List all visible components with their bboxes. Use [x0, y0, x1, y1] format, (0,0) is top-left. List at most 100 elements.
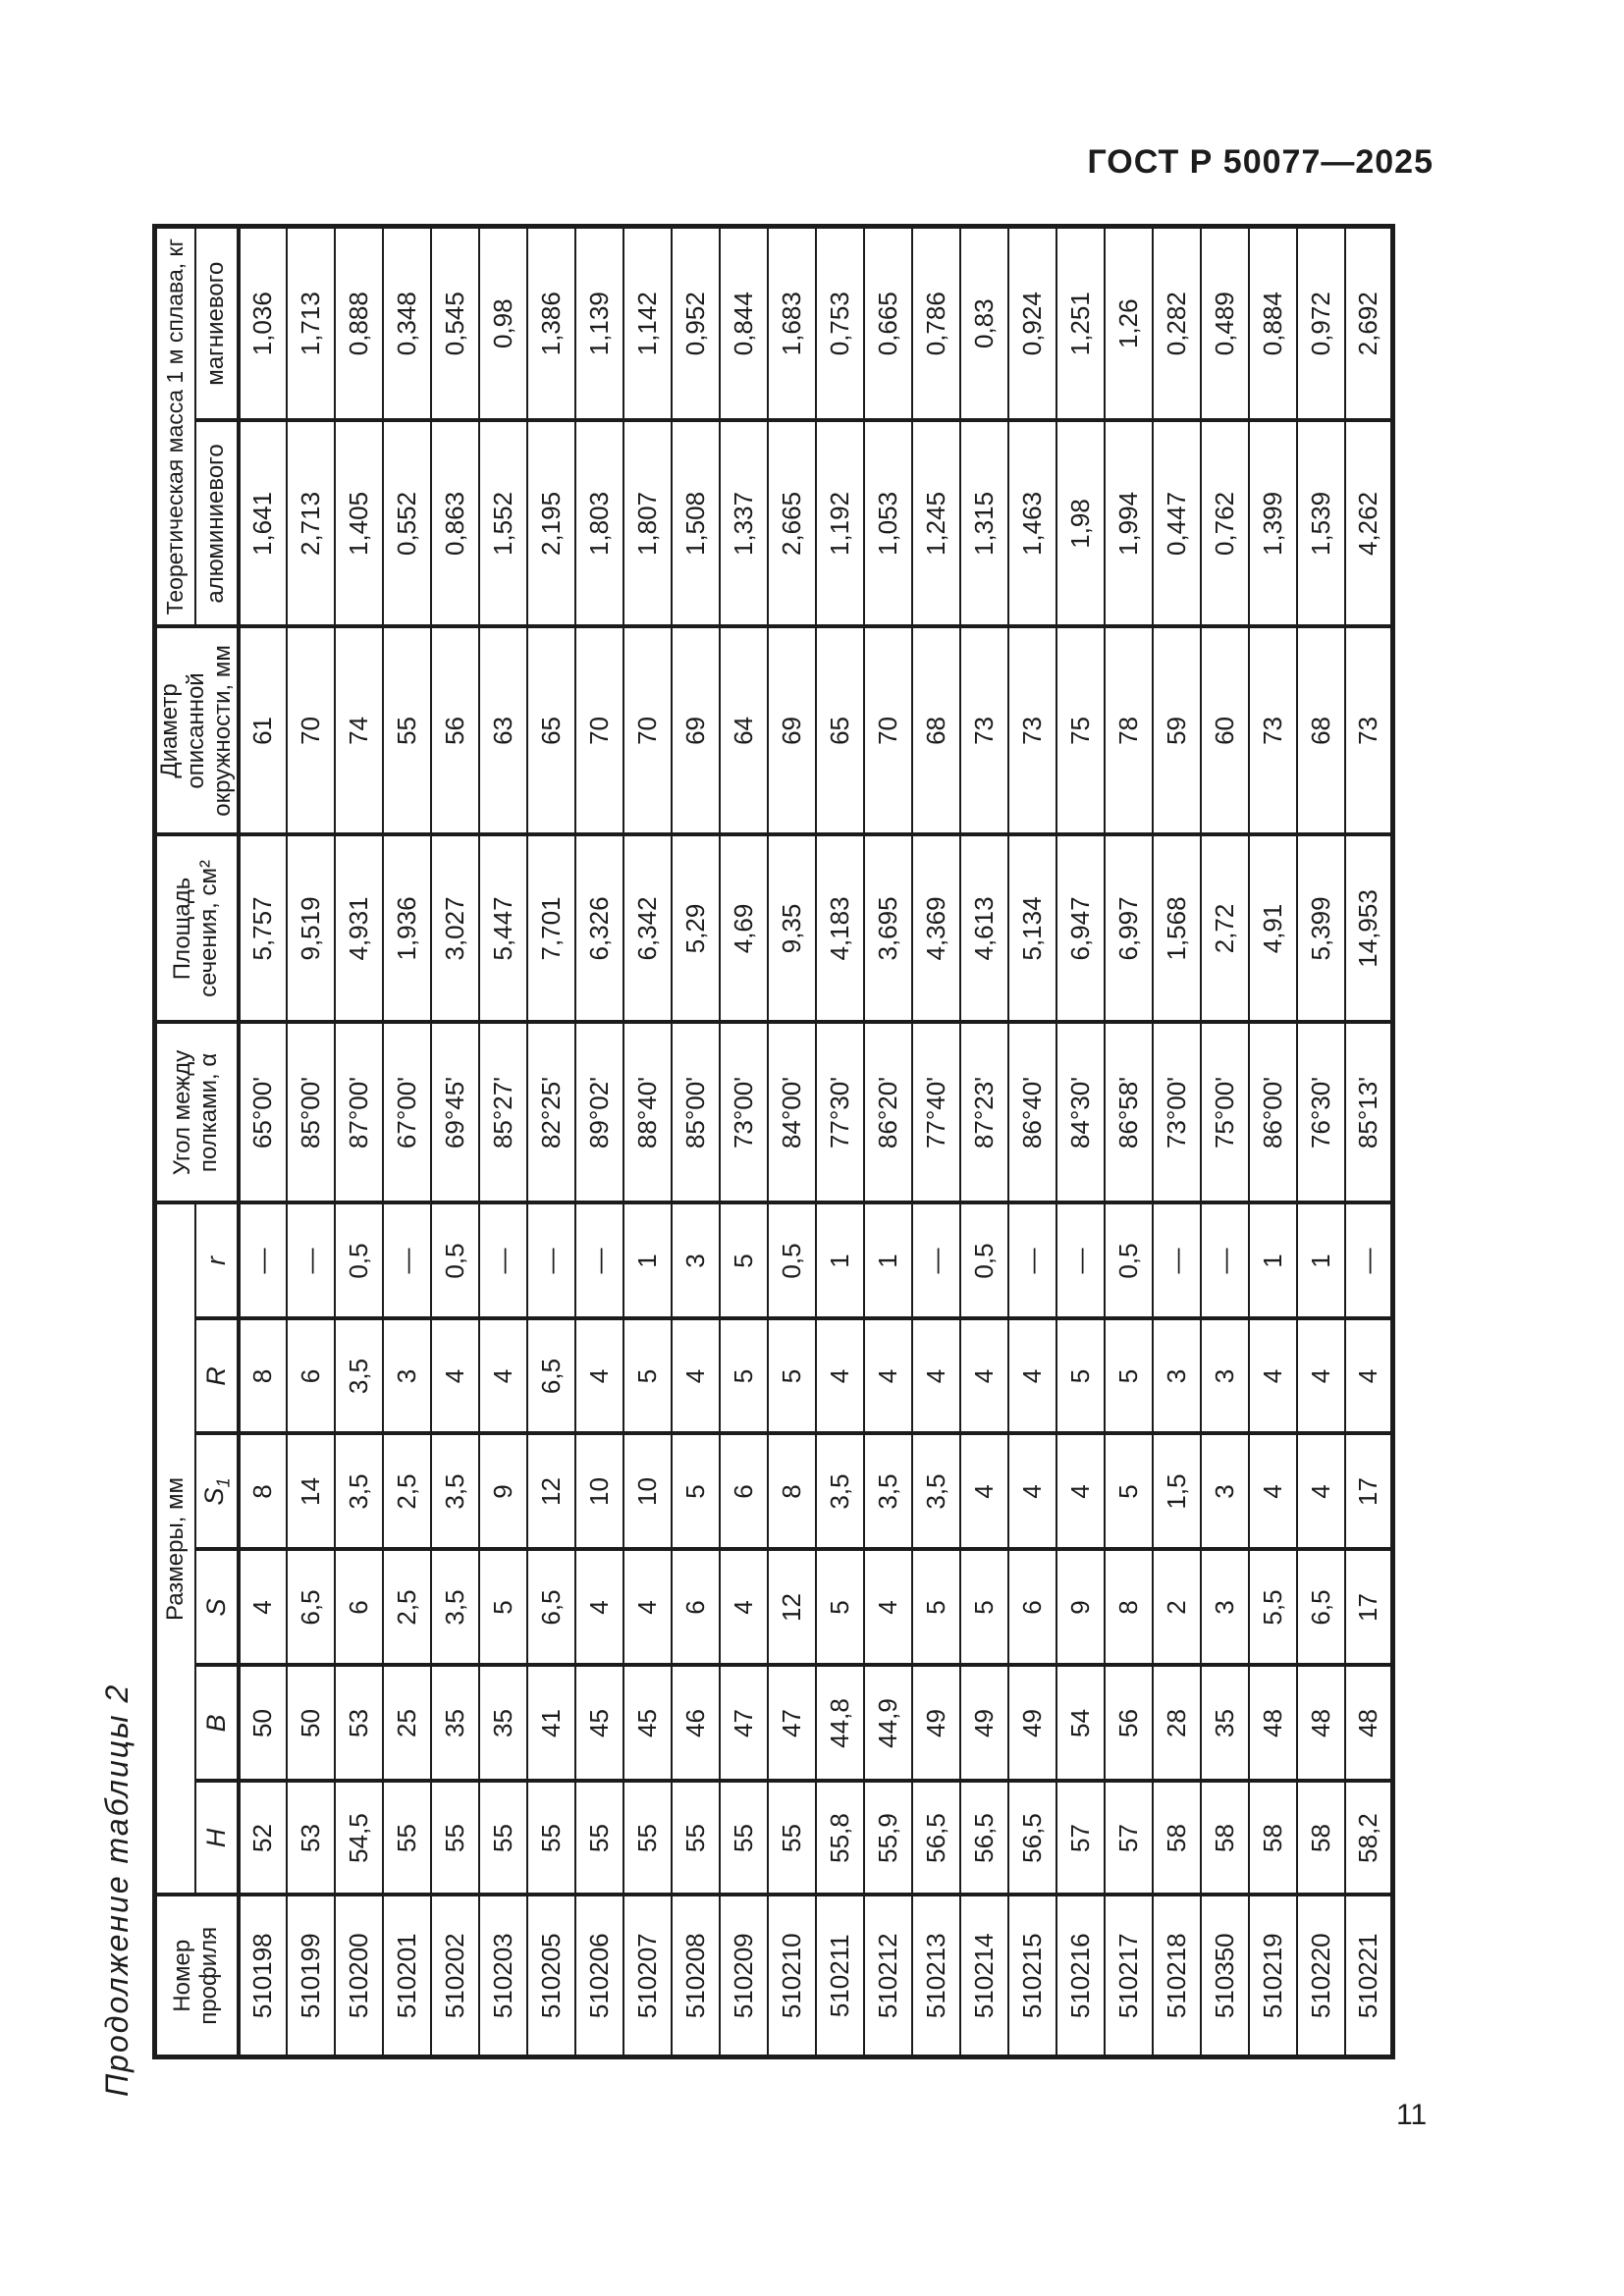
table-cell: 65°00' — [238, 1022, 287, 1203]
table-cell: 5 — [623, 1318, 672, 1434]
table-cell: 3 — [671, 1202, 720, 1319]
table-cell: — — [526, 1202, 575, 1319]
table-cell: 510216 — [1056, 1895, 1105, 2057]
table-row: 510216 57 54 9 4 5—84°30' 6,947 75 1,98 1,251 — [1056, 226, 1105, 2057]
table-cell: 1 — [1248, 1202, 1297, 1319]
table-cell: 5,29 — [671, 834, 720, 1023]
table-cell: 9 — [1056, 1549, 1105, 1666]
table-cell: 4 — [1248, 1433, 1297, 1550]
table-cell: 510218 — [1152, 1895, 1201, 2057]
table-cell: 85°13' — [1344, 1022, 1393, 1203]
standard-reference: ГОСТ Р 50077—2025 — [1087, 143, 1434, 181]
table-cell: 2,5 — [382, 1433, 431, 1550]
table-cell: 6,947 — [1056, 834, 1105, 1023]
table-cell: 4 — [1007, 1318, 1056, 1434]
table-cell: 4,262 — [1344, 420, 1393, 627]
table-cell: 5,399 — [1296, 834, 1345, 1023]
table-cell: 0,786 — [911, 226, 960, 421]
table-cell: 3,5 — [863, 1433, 912, 1550]
table-row: 510217 57 56 8 5 5 0,5 86°58' 6,997 78 1,994 1,26 — [1104, 226, 1153, 2057]
table-cell: — — [574, 1202, 623, 1319]
table-cell: 4 — [719, 1549, 768, 1666]
table-cell: 1,568 — [1152, 834, 1201, 1023]
table-cell: 4 — [574, 1549, 623, 1666]
table-cell: 56 — [430, 626, 479, 835]
table-cell: 4 — [574, 1318, 623, 1434]
table-cell: 44,8 — [815, 1665, 864, 1782]
table-cell: 1,803 — [574, 420, 623, 627]
table-cell: 5 — [959, 1549, 1008, 1666]
table-cell: 510211 — [815, 1895, 864, 2057]
table-cell: 510206 — [574, 1895, 623, 2057]
table-cell: 69 — [671, 626, 720, 835]
table-cell: 87°00' — [334, 1022, 383, 1203]
col-header-dim-s: S — [195, 1549, 239, 1666]
table-cell: 1,036 — [238, 226, 287, 421]
table-cell: 6,342 — [623, 834, 672, 1023]
table-cell: 70 — [286, 626, 335, 835]
table-cell: 0,5 — [1104, 1202, 1153, 1319]
table-cell: 74 — [334, 626, 383, 835]
table-cell: 510215 — [1007, 1895, 1056, 2057]
table-cell: 1,386 — [526, 226, 575, 421]
table-cell: 4 — [671, 1318, 720, 1434]
table-cell: 510219 — [1248, 1895, 1297, 2057]
table-cell: 54,5 — [334, 1781, 383, 1896]
table-row: 510221 58,2 48 17 17 4—85°13' 14,953 73 4,262 2,6… — [1344, 226, 1393, 2057]
table-cell: 3,5 — [334, 1433, 383, 1550]
table-cell: 1 — [863, 1202, 912, 1319]
table-row: 510220 58 48 6,5 4 4 1 76°30' 5,399 68 1,539 0,972 — [1296, 226, 1345, 2057]
table-cell: 25 — [382, 1665, 431, 1782]
table-cell: 4 — [1056, 1433, 1105, 1550]
table-cell: 14 — [286, 1433, 335, 1550]
table-cell: 1,139 — [574, 226, 623, 421]
table-cell: 3 — [1200, 1318, 1249, 1434]
table-cell: 1 — [623, 1202, 672, 1319]
table-row: 510198 52 50 4 8 8—65°00' 5,757 61 1,641 1,036 — [238, 226, 287, 2057]
table-cell: 510220 — [1296, 1895, 1345, 2057]
page-number: 11 — [1396, 2099, 1428, 2131]
table-cell: 77°40' — [911, 1022, 960, 1203]
table-cell: 4 — [623, 1549, 672, 1666]
table-cell: 5 — [1056, 1318, 1105, 1434]
table-row: 510206 55 45 4 10 4—89°02' 6,326 70 1,803 1,139 — [574, 226, 623, 2057]
table-cell: 50 — [286, 1665, 335, 1782]
table-cell: 1,994 — [1104, 420, 1153, 627]
table-cell: 69°45' — [430, 1022, 479, 1203]
col-header-dimensions-group: Размеры, мм — [154, 1202, 196, 1896]
table-cell: 0,5 — [959, 1202, 1008, 1319]
table-cell: 3,5 — [815, 1433, 864, 1550]
table-cell: 0,888 — [334, 226, 383, 421]
table-cell: 8 — [767, 1433, 816, 1550]
table-cell: 4 — [863, 1318, 912, 1434]
table-cell: 73 — [1007, 626, 1056, 835]
table-header: Номер профиля Размеры, мм Угол между пол… — [154, 226, 239, 2057]
table-cell: 0,282 — [1152, 226, 1201, 421]
table-row: 510203 55 35 5 9 4—85°27' 5,447 63 1,552 0,98 — [478, 226, 527, 2057]
table-cell: 0,552 — [382, 420, 431, 627]
table-cell: 0,884 — [1248, 226, 1297, 421]
table-cell: 510212 — [863, 1895, 912, 2057]
table-cell: — — [382, 1202, 431, 1319]
profiles-table: Номер профиля Размеры, мм Угол между пол… — [152, 223, 1396, 2059]
table-cell: 1,641 — [238, 420, 287, 627]
table-cell: 48 — [1248, 1665, 1297, 1782]
col-header-angle: Угол между полками, α — [154, 1022, 239, 1203]
table-cell: 1,337 — [719, 420, 768, 627]
table-cell: 2,665 — [767, 420, 816, 627]
table-cell: 47 — [719, 1665, 768, 1782]
table-cell: 1,245 — [911, 420, 960, 627]
table-row: 510214 56,5 49 5 4 4 0,5 87°23' 4,613 73 1,315 0,83 — [959, 226, 1008, 2057]
table-row: 510213 56,5 49 5 3,5 4—77°40' 4,369 68 1,245 0,78… — [911, 226, 960, 2057]
table-cell: 510214 — [959, 1895, 1008, 2057]
table-cell: 58 — [1248, 1781, 1297, 1896]
table-cell: 510200 — [334, 1895, 383, 2057]
table-cell: 12 — [526, 1433, 575, 1550]
table-cell: 510207 — [623, 1895, 672, 2057]
table-cell: 49 — [1007, 1665, 1056, 1782]
col-header-section-area: Площадь сечения, см² — [154, 834, 239, 1023]
table-cell: 89°02' — [574, 1022, 623, 1203]
table-cell: 3,5 — [430, 1549, 479, 1666]
table-cell: 68 — [1296, 626, 1345, 835]
table-cell: 86°40' — [1007, 1022, 1056, 1203]
